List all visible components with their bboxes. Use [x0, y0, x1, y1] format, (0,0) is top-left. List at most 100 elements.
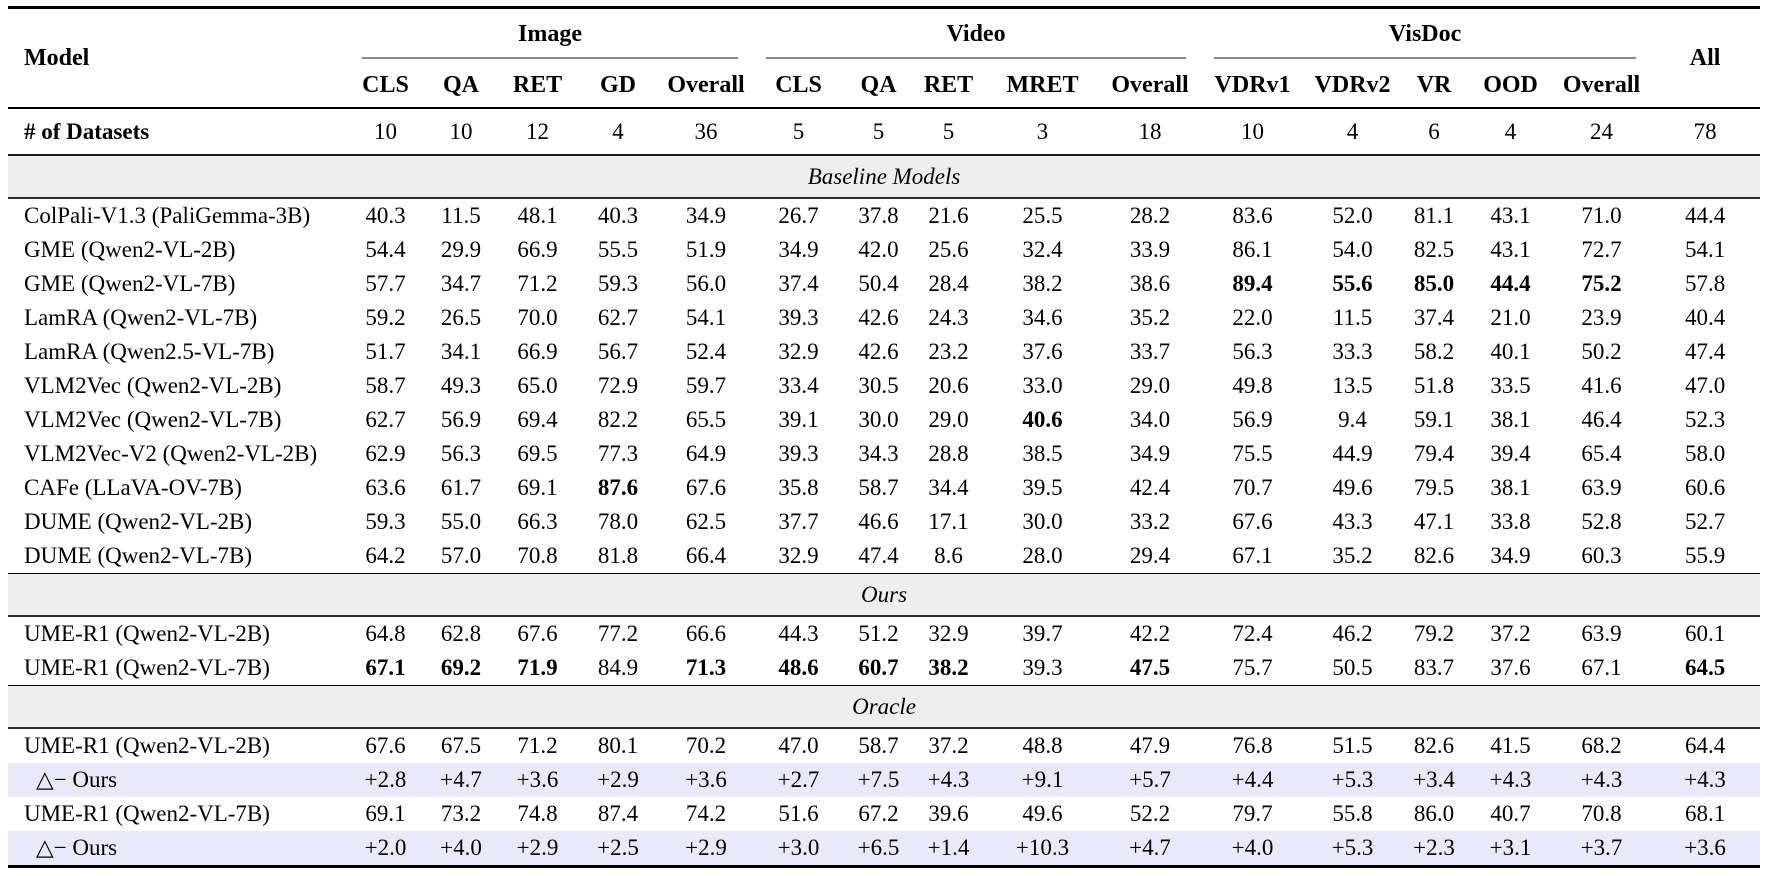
value-cell: 46.6 — [858, 509, 899, 534]
value-cell: 57.8 — [1684, 271, 1726, 296]
value-cell: 38.1 — [1490, 475, 1531, 500]
value-cell: 49.6 — [1332, 475, 1373, 500]
model-name-cell: VLM2Vec (Qwen2-VL-2B) — [24, 373, 282, 398]
value-cell: 43.1 — [1490, 203, 1531, 228]
value-cell: 79.4 — [1413, 441, 1455, 466]
value-cell: 39.1 — [778, 407, 819, 432]
value-cell: +3.6 — [660, 763, 753, 797]
column-header-qa: QA — [845, 63, 913, 109]
value-cell: 67.2 — [858, 801, 899, 826]
value-cell: 52.7 — [1684, 509, 1726, 534]
value-cell: 40.3 — [597, 203, 639, 228]
datasets-count-cell: 4 — [576, 108, 660, 156]
value-cell: 64.5 — [1684, 655, 1726, 680]
value-cell: 66.9 — [517, 339, 558, 364]
value-cell: 54.1 — [685, 305, 727, 330]
value-cell: 24.3 — [928, 305, 969, 330]
value-cell: 71.3 — [685, 655, 727, 680]
value-cell: 72.7 — [1581, 237, 1622, 262]
table-row: UME-R1 (Qwen2-VL-2B) 64.8 62.8 67.6 77.2 66.6… — [8, 616, 1760, 651]
value-cell: 48.1 — [517, 203, 558, 228]
value-cell: 82.2 — [597, 407, 639, 432]
table-row: VLM2Vec-V2 (Qwen2-VL-2B) 62.9 56.3 69.5 77.3… — [8, 437, 1760, 471]
section-band-row: Oracle — [8, 685, 1761, 729]
value-cell: 56.3 — [1232, 339, 1273, 364]
value-cell: 51.2 — [858, 621, 899, 646]
value-cell: 50.4 — [858, 271, 899, 296]
value-cell: 42.0 — [858, 237, 899, 262]
column-header-ood: OOD — [1468, 63, 1554, 109]
value-cell: 42.6 — [858, 339, 899, 364]
value-cell: +2.9 — [660, 831, 753, 867]
value-cell: +2.8 — [348, 763, 423, 797]
table-row: DUME (Qwen2-VL-2B) 59.3 55.0 66.3 78.0 62.5 37… — [8, 505, 1760, 539]
value-cell: +2.9 — [576, 763, 660, 797]
value-cell: 34.9 — [1129, 441, 1171, 466]
value-cell: 64.8 — [365, 621, 406, 646]
column-header-vr: VR — [1400, 63, 1469, 109]
value-cell: 33.0 — [1022, 373, 1063, 398]
value-cell: 51.5 — [1332, 733, 1373, 758]
value-cell: 48.6 — [778, 655, 819, 680]
value-cell: 67.6 — [517, 621, 558, 646]
value-cell: 78.0 — [597, 509, 639, 534]
value-cell: +4.4 — [1200, 763, 1306, 797]
value-cell: 75.5 — [1232, 441, 1273, 466]
value-cell: 25.5 — [1022, 203, 1063, 228]
value-cell: 80.1 — [597, 733, 639, 758]
value-cell: 54.4 — [365, 237, 406, 262]
value-cell: 59.3 — [597, 271, 639, 296]
value-cell: 62.8 — [440, 621, 482, 646]
value-cell: 33.7 — [1129, 339, 1171, 364]
value-cell: 50.2 — [1581, 339, 1622, 364]
value-cell: 65.4 — [1581, 441, 1622, 466]
value-cell: 83.7 — [1413, 655, 1455, 680]
value-cell: 56.9 — [440, 407, 482, 432]
value-cell: 52.8 — [1581, 509, 1622, 534]
column-group-video: Video — [752, 8, 1200, 64]
value-cell: 11.5 — [1332, 305, 1373, 330]
value-cell: 47.0 — [778, 733, 819, 758]
model-name-cell: UME-R1 (Qwen2-VL-7B) — [24, 801, 270, 826]
value-cell: 35.8 — [778, 475, 819, 500]
value-cell: 37.2 — [1490, 621, 1531, 646]
datasets-count-cell: 24 — [1553, 108, 1651, 156]
value-cell: 47.1 — [1413, 509, 1455, 534]
table-row: LamRA (Qwen2-VL-7B) 59.2 26.5 70.0 62.7 54.1 3… — [8, 301, 1760, 335]
model-name-cell: UME-R1 (Qwen2-VL-2B) — [24, 621, 270, 646]
value-cell: 60.6 — [1684, 475, 1726, 500]
value-cell: 71.0 — [1581, 203, 1622, 228]
value-cell: 72.4 — [1232, 621, 1273, 646]
value-cell: 77.2 — [597, 621, 639, 646]
value-cell: 67.6 — [685, 475, 727, 500]
delta-row-label: △− Ours — [8, 831, 348, 867]
value-cell: 49.6 — [1022, 801, 1063, 826]
model-name-cell: UME-R1 (Qwen2-VL-7B) — [24, 655, 270, 680]
value-cell: 70.8 — [1581, 801, 1622, 826]
value-cell: 34.7 — [440, 271, 482, 296]
column-header-overall: Overall — [1100, 63, 1201, 109]
value-cell: 60.3 — [1581, 543, 1622, 568]
value-cell: 87.6 — [597, 475, 639, 500]
datasets-count-cell: 10 — [348, 108, 423, 156]
column-group-image: Image — [348, 8, 752, 64]
value-cell: 39.7 — [1022, 621, 1063, 646]
datasets-count-cell: 4 — [1468, 108, 1554, 156]
value-cell: 34.1 — [440, 339, 482, 364]
value-cell: 21.6 — [928, 203, 969, 228]
value-cell: 77.3 — [597, 441, 639, 466]
value-cell: 13.5 — [1332, 373, 1373, 398]
datasets-count-row: # of Datasets 10 10 12 4 36 5 5 5 3 18 10 4 6 4 24 78 — [8, 108, 1761, 156]
table-row: LamRA (Qwen2.5-VL-7B) 51.7 34.1 66.9 56.7 52.… — [8, 335, 1760, 369]
column-header-cls: CLS — [752, 63, 846, 109]
datasets-count-cell: 5 — [912, 108, 986, 156]
delta-row: △− Ours +2.8 +4.7 +3.6 +2.9 +3.6 +2.7 +7.5 +4.3 +… — [8, 763, 1761, 797]
group-label-video: Video — [766, 13, 1187, 59]
table-row: CAFe (LLaVA-OV-7B) 63.6 61.7 69.1 87.6 67.6 35… — [8, 471, 1760, 505]
column-header-ret: RET — [912, 63, 986, 109]
value-cell: 38.6 — [1129, 271, 1171, 296]
value-cell: 32.9 — [778, 339, 819, 364]
value-cell: 40.6 — [1022, 407, 1063, 432]
value-cell: 56.9 — [1232, 407, 1273, 432]
